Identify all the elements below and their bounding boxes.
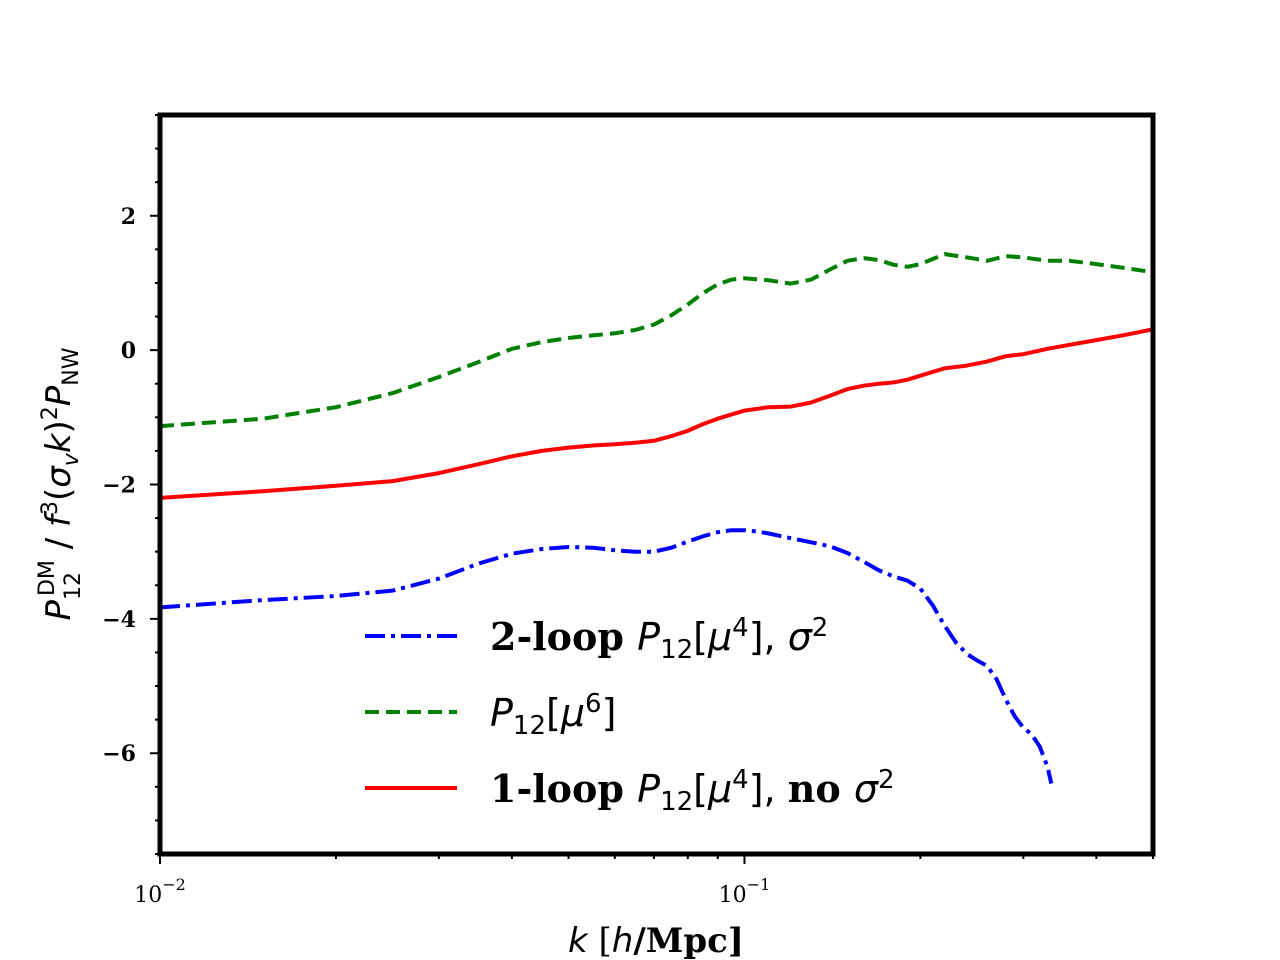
y-tick-label: −6 <box>102 741 136 767</box>
legend-label-1loop: 1-loop P12[μ4], no σ2 <box>490 765 895 817</box>
series-layer <box>160 252 1153 784</box>
series-line-3 <box>160 327 1153 500</box>
plot-frame <box>157 112 1156 857</box>
x-ticks: 10−2 10−1 <box>134 854 1154 908</box>
y-ticks: 2 0 −2 −4 −6 <box>102 114 160 855</box>
y-tick-label: −2 <box>102 473 136 499</box>
x-tick-label: 10−1 <box>719 875 771 908</box>
x-axis-label: k [h/Mpc] <box>568 921 744 960</box>
series-line-1 <box>160 528 1054 784</box>
legend-label-2loop: 2-loop P12[μ4], σ2 <box>490 613 828 665</box>
legend-label-mu6: P12[μ6] <box>490 689 616 741</box>
y-axis-label: P12DM / f3(σvk)2PNW <box>35 347 86 620</box>
y-tick-label: 0 <box>121 338 136 364</box>
series-line-2 <box>160 252 1153 429</box>
y-tick-label: 2 <box>121 204 136 230</box>
legend: 2-loop P12[μ4], σ2 P12[μ6] 1-loop P12[μ4… <box>365 613 895 817</box>
y-tick-label: −4 <box>102 607 136 633</box>
x-tick-label: 10−2 <box>134 875 186 908</box>
